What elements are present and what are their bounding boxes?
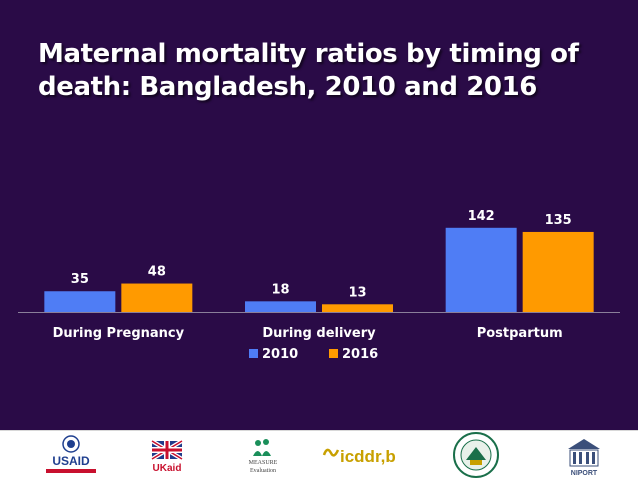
svg-text:USAID: USAID: [52, 454, 90, 468]
data-label-2010-0: 35: [71, 272, 89, 287]
legend-swatch-2010: [249, 349, 258, 358]
svg-text:NIPORT: NIPORT: [571, 470, 598, 477]
bar-2016-1: [322, 304, 393, 312]
niport-logo: NIPORT: [562, 431, 606, 479]
data-label-2010-2: 142: [468, 209, 495, 224]
bar-2010-2: [445, 227, 517, 312]
title-line-2: death: Bangladesh, 2010 and 2016: [38, 72, 537, 102]
bar-2016-0: [121, 283, 193, 312]
icddrb-logo: icddr,b: [316, 431, 398, 479]
data-label-2016-0: 48: [148, 265, 166, 280]
bar-2016-2: [522, 231, 594, 312]
data-label-2010-1: 18: [271, 282, 289, 297]
category-label-0: During Pregnancy: [53, 326, 185, 341]
bar-2010-1: [245, 301, 316, 312]
svg-text:UKaid: UKaid: [153, 463, 182, 474]
bar-chart: 35 48 During Pregnancy 18 13 During delivery 1…: [18, 209, 620, 362]
legend-label-2010: 2010: [262, 347, 298, 362]
usaid-logo: USAID: [40, 431, 102, 479]
ukaid-logo: UKaid: [146, 431, 188, 479]
svg-text:MEASURE: MEASURE: [249, 460, 278, 466]
category-label-2: Postpartum: [477, 326, 563, 341]
data-label-2016-2: 135: [545, 213, 572, 228]
chart-title: Maternal mortality ratios by timing of d…: [38, 38, 618, 104]
measure-evaluation-logo: MEASURE Evaluation: [236, 431, 290, 479]
legend-label-2016: 2016: [342, 347, 378, 362]
bar-2010-0: [44, 291, 116, 312]
category-label-1: During delivery: [262, 326, 376, 341]
government-seal-logo: [444, 431, 508, 479]
title-line-1: Maternal mortality ratios by timing of: [38, 39, 579, 69]
svg-text:Evaluation: Evaluation: [250, 468, 276, 474]
svg-text:icddr,b: icddr,b: [340, 447, 396, 466]
data-label-2016-1: 13: [348, 285, 366, 300]
legend-swatch-2016: [329, 349, 338, 358]
footer-logo-bar: USAID UKaid MEASURE: [0, 430, 638, 479]
